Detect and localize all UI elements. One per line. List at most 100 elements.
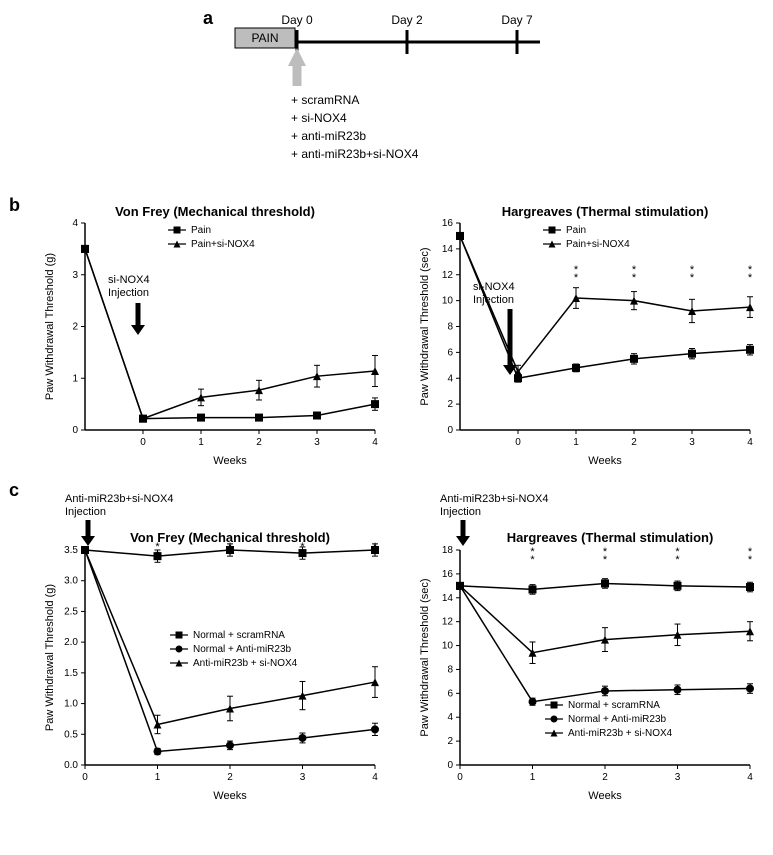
svg-text:*: * [574,272,579,284]
svg-text:*: * [530,554,535,566]
svg-text:Normal + scramRNA: Normal + scramRNA [193,630,285,641]
svg-text:PAIN: PAIN [251,31,278,45]
svg-text:12: 12 [442,617,454,628]
svg-text:+ anti-miR23b: + anti-miR23b [291,129,366,143]
svg-text:12: 12 [442,270,454,281]
svg-text:0: 0 [447,760,453,771]
svg-text:Pain+si-NOX4: Pain+si-NOX4 [191,239,255,250]
svg-text:0.0: 0.0 [64,760,78,771]
svg-text:10: 10 [442,641,454,652]
svg-text:*: * [632,272,637,284]
svg-text:+ anti-miR23b+si-NOX4: + anti-miR23b+si-NOX4 [291,147,419,161]
svg-text:*: * [675,554,680,566]
svg-text:4: 4 [72,218,78,229]
svg-text:2: 2 [602,772,608,783]
svg-text:Injection: Injection [65,506,106,518]
svg-text:0: 0 [140,437,146,448]
svg-text:*: * [748,554,753,566]
svg-text:1: 1 [198,437,204,448]
svg-text:*: * [300,549,305,561]
svg-text:*: * [603,554,608,566]
svg-text:2: 2 [72,322,78,333]
svg-text:0: 0 [72,425,78,436]
svg-text:4: 4 [747,437,753,448]
svg-text:Injection: Injection [473,294,514,306]
svg-text:*: * [748,272,753,284]
svg-text:*: * [155,549,160,561]
svg-text:4: 4 [447,373,453,384]
svg-text:2.0: 2.0 [64,637,78,648]
svg-text:2: 2 [447,399,453,410]
svg-text:0: 0 [457,772,463,783]
svg-text:Paw Withdrawal Threshold (g): Paw Withdrawal Threshold (g) [44,584,56,731]
svg-text:3.0: 3.0 [64,576,78,587]
svg-text:2: 2 [631,437,637,448]
svg-text:0: 0 [515,437,521,448]
svg-text:Normal + scramRNA: Normal + scramRNA [568,700,660,711]
svg-text:*: * [228,549,233,561]
svg-text:1.0: 1.0 [64,699,78,710]
svg-text:Paw Withdrawal Threshold (sec): Paw Withdrawal Threshold (sec) [419,578,431,736]
svg-text:3: 3 [72,270,78,281]
svg-text:4: 4 [372,772,378,783]
svg-text:Weeks: Weeks [588,790,622,802]
svg-text:3.5: 3.5 [64,545,78,556]
svg-text:*: * [373,549,378,561]
svg-text:Normal + Anti-miR23b: Normal + Anti-miR23b [568,714,667,725]
svg-text:3: 3 [675,772,681,783]
svg-text:Day 0: Day 0 [281,13,313,27]
svg-text:2: 2 [256,437,262,448]
svg-text:1: 1 [573,437,579,448]
panel-c-label: c [9,480,19,501]
svg-text:16: 16 [442,569,454,580]
svg-text:Day 7: Day 7 [501,13,533,27]
svg-text:1: 1 [530,772,536,783]
panel-b-vonfrey-chart: Von Frey (Mechanical threshold) 0 1 2 3 4 0 1 2 3… [30,195,390,470]
svg-text:Paw Withdrawal Threshold (g): Paw Withdrawal Threshold (g) [44,253,56,400]
svg-text:Pain: Pain [566,225,586,236]
svg-text:Weeks: Weeks [588,455,622,467]
svg-text:*: * [690,272,695,284]
svg-text:0: 0 [447,425,453,436]
svg-text:Von Frey (Mechanical threshold: Von Frey (Mechanical threshold) [115,204,315,219]
svg-text:14: 14 [442,244,454,255]
svg-text:Injection: Injection [108,287,149,299]
panel-c-vonfrey-chart: Anti-miR23b+si-NOX4InjectionVon Frey (Me… [30,490,390,805]
svg-text:6: 6 [447,347,453,358]
svg-text:4: 4 [372,437,378,448]
svg-text:16: 16 [442,218,454,229]
svg-text:2: 2 [227,772,233,783]
panel-b-label: b [9,195,20,216]
svg-text:Anti-miR23b + si-NOX4: Anti-miR23b + si-NOX4 [568,728,673,739]
svg-text:+ scramRNA: + scramRNA [291,93,359,107]
svg-text:Paw Withdrawal Threshold (sec): Paw Withdrawal Threshold (sec) [419,247,431,405]
svg-text:14: 14 [442,593,454,604]
svg-text:3: 3 [314,437,320,448]
svg-text:+ si-NOX4: + si-NOX4 [291,111,347,125]
svg-text:Hargreaves (Thermal stimulatio: Hargreaves (Thermal stimulation) [507,530,714,545]
svg-text:6: 6 [447,688,453,699]
svg-text:Anti-miR23b+si-NOX4: Anti-miR23b+si-NOX4 [65,493,174,505]
svg-text:1.5: 1.5 [64,668,78,679]
svg-text:Injection: Injection [440,506,481,518]
svg-text:Weeks: Weeks [213,455,247,467]
svg-text:Day 2: Day 2 [391,13,423,27]
svg-text:0.5: 0.5 [64,729,78,740]
svg-text:Hargreaves (Thermal stimulatio: Hargreaves (Thermal stimulation) [502,204,709,219]
svg-text:10: 10 [442,296,454,307]
svg-text:4: 4 [747,772,753,783]
svg-text:Anti-miR23b + si-NOX4: Anti-miR23b + si-NOX4 [193,658,298,669]
svg-text:1: 1 [72,373,78,384]
svg-text:8: 8 [447,664,453,675]
svg-text:0: 0 [82,772,88,783]
svg-text:2.5: 2.5 [64,606,78,617]
svg-text:si-NOX4: si-NOX4 [108,274,150,286]
svg-text:3: 3 [300,772,306,783]
svg-text:Normal + Anti-miR23b: Normal + Anti-miR23b [193,644,292,655]
svg-text:Anti-miR23b+si-NOX4: Anti-miR23b+si-NOX4 [440,493,549,505]
svg-text:1: 1 [155,772,161,783]
svg-text:Weeks: Weeks [213,790,247,802]
svg-text:18: 18 [442,545,454,556]
svg-text:4: 4 [447,712,453,723]
svg-text:Pain: Pain [191,225,211,236]
